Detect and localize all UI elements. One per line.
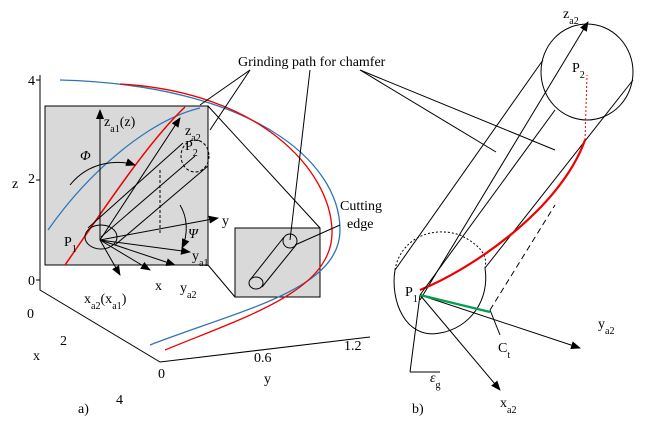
tick-label: 0 — [28, 274, 35, 289]
label-part: P — [405, 285, 413, 300]
label-part: x — [500, 396, 507, 411]
label-part: x — [155, 279, 162, 294]
label: Ψ — [188, 227, 199, 242]
label: P1 — [405, 285, 418, 305]
label-part: 1 — [72, 244, 77, 255]
tick-label: 0 — [158, 367, 165, 382]
annotation: edge — [347, 217, 373, 232]
label-part: g — [436, 380, 441, 391]
detail-box — [235, 228, 320, 297]
tick-label: 4 — [28, 74, 35, 89]
label: x — [155, 279, 162, 294]
label-part: Ψ — [188, 227, 199, 242]
label: ya2 — [598, 317, 615, 337]
label-part: (x — [101, 292, 113, 307]
label-part: a1 — [112, 301, 122, 312]
label: y — [222, 214, 229, 229]
label-part: ) — [122, 292, 127, 307]
label-part: a1 — [199, 258, 209, 269]
tick-label: 2 — [60, 334, 67, 349]
label-part: P — [64, 235, 72, 250]
label-part: C — [498, 341, 507, 356]
label-part: a1 — [110, 124, 120, 135]
label: xa2(xa1) — [84, 292, 127, 312]
label-part: 1 — [413, 294, 418, 305]
cylinder-large — [360, 22, 633, 390]
label: Φ — [80, 149, 91, 164]
axis-label: y — [264, 372, 271, 387]
label-part: y — [180, 281, 187, 296]
label-part: y — [192, 249, 199, 264]
tick-label: 0 — [27, 307, 34, 322]
label-part: t — [507, 350, 510, 361]
tick-label: 0.6 — [254, 351, 272, 366]
tick-label: 1.2 — [344, 339, 362, 354]
label: εg — [430, 371, 441, 391]
label-part: 2 — [580, 70, 585, 81]
tick-label: 2 — [28, 172, 35, 187]
axis-label: z — [12, 177, 18, 192]
label-part: x — [84, 292, 91, 307]
label-part: 2 — [193, 148, 198, 159]
label-part: a2 — [91, 301, 101, 312]
label: xa2 — [500, 396, 517, 416]
label-part: a2 — [605, 326, 615, 337]
axis-label: x — [33, 349, 40, 364]
caption: b) — [412, 402, 424, 417]
label-part: a2 — [187, 290, 197, 301]
label-part: a2 — [507, 405, 517, 416]
label-part: Φ — [80, 149, 91, 164]
label-part: y — [222, 214, 229, 229]
title: Grinding path for chamfer — [238, 55, 386, 70]
tick-label: 4 — [116, 393, 123, 408]
caption: a) — [78, 402, 89, 417]
label: P2 — [572, 61, 585, 81]
label-part: P — [572, 61, 580, 76]
label-part: a2 — [569, 16, 579, 27]
label-part: a2 — [191, 133, 201, 144]
zoom-line — [208, 265, 235, 297]
label-part: y — [598, 317, 605, 332]
figure: Grinding path for chamfer Cutting edge z 4 2 0… — [0, 0, 649, 421]
label: ya2 — [180, 281, 197, 301]
label: za2 — [563, 7, 579, 27]
label-part: (z) — [120, 115, 136, 130]
label: Ct — [498, 341, 510, 361]
annotation: Cutting — [340, 199, 382, 214]
